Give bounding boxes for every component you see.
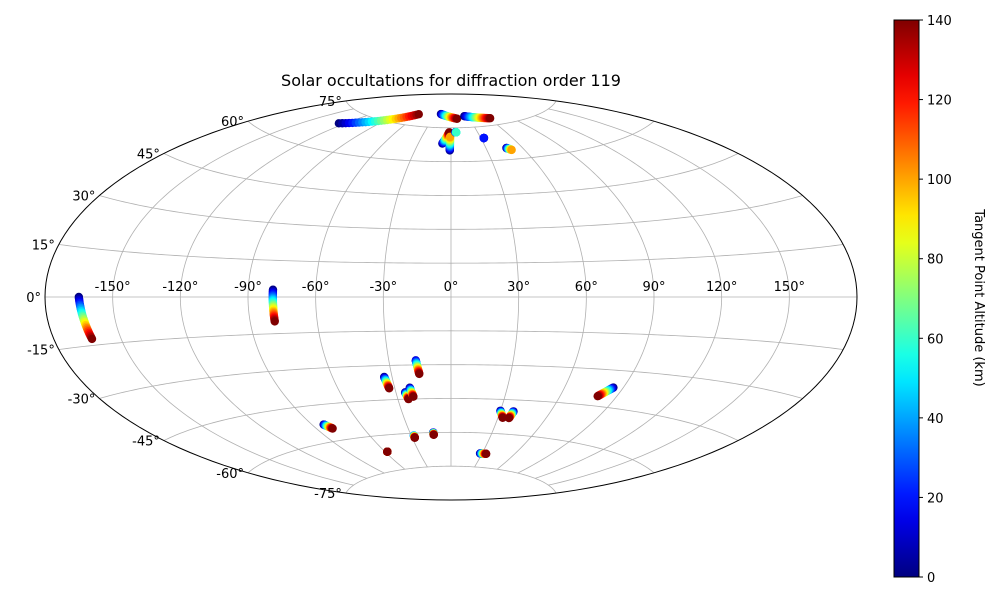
x-tick-label: 150° <box>774 280 805 295</box>
colorbar-tick-label: 80 <box>927 253 944 268</box>
data-point <box>479 133 489 143</box>
parallel-line <box>163 398 739 441</box>
colorbar-tick-label: 40 <box>927 412 944 427</box>
map-outline <box>44 93 858 501</box>
data-point <box>452 114 462 123</box>
data-point <box>384 384 394 393</box>
x-tick-label: 90° <box>642 280 665 295</box>
y-tick-label: 75° <box>319 95 342 110</box>
parallel-line <box>345 100 557 129</box>
x-tick-label: 60° <box>575 280 598 295</box>
parallel-line <box>163 153 739 196</box>
colorbar-tick-label: 0 <box>927 571 935 586</box>
parallel-line <box>58 244 844 264</box>
colorbar <box>893 19 920 578</box>
parallel-line <box>99 195 803 230</box>
x-tick-label: -120° <box>162 280 198 295</box>
data-point <box>328 424 337 433</box>
data-point <box>593 391 602 401</box>
x-tick-label: -30° <box>369 280 397 295</box>
data-points <box>74 109 618 459</box>
data-point <box>383 447 392 456</box>
y-tick-label: -30° <box>68 393 96 408</box>
data-point <box>482 449 491 459</box>
data-point <box>409 392 418 401</box>
x-tick-label: -90° <box>234 280 262 295</box>
colorbar-label: Tangent Point Altitude (km) <box>971 208 986 386</box>
y-tick-label: -15° <box>27 344 55 359</box>
parallel-line <box>247 120 655 163</box>
colorbar-ticks: 0 20 40 60 80 100 120 140 <box>919 14 952 586</box>
x-tick-label: 30° <box>507 280 530 295</box>
parallel-line <box>99 364 803 399</box>
y-tick-label: 15° <box>32 238 55 253</box>
y-tick-label: 30° <box>72 190 95 205</box>
data-point <box>414 110 423 119</box>
parallel-line <box>345 465 557 494</box>
colorbar-tick-label: 140 <box>927 14 952 29</box>
data-point <box>415 369 424 379</box>
colorbar-tick-label: 20 <box>927 491 944 506</box>
data-point <box>87 334 97 344</box>
data-point <box>452 128 461 137</box>
axis-tick-labels: -150° -120° -90° -60° -30° 0° 30° 60° 90° 120° 150… <box>26 95 805 502</box>
data-point <box>270 317 279 326</box>
colorbar-tick-label: 100 <box>927 173 952 188</box>
x-tick-label: 0° <box>444 280 459 295</box>
x-tick-label: 120° <box>706 280 737 295</box>
parallel-line <box>58 330 844 350</box>
y-tick-label: 0° <box>26 291 41 306</box>
data-point <box>504 413 514 423</box>
data-point <box>410 433 419 442</box>
y-tick-label: 45° <box>137 147 160 162</box>
y-tick-label: -45° <box>132 435 160 450</box>
chart-title: Solar occultations for diffraction order… <box>281 71 621 90</box>
data-point <box>507 145 516 155</box>
x-tick-label: -60° <box>302 280 330 295</box>
data-point <box>498 413 507 422</box>
data-point <box>485 114 495 123</box>
colorbar-tick-label: 60 <box>927 332 944 347</box>
y-tick-label: -60° <box>216 467 244 482</box>
y-tick-label: -75° <box>314 487 342 502</box>
x-tick-label: -150° <box>95 280 131 295</box>
graticule <box>45 100 857 494</box>
data-point <box>429 430 438 439</box>
parallel-line <box>247 431 655 474</box>
colorbar-tick-label: 120 <box>927 94 952 109</box>
y-tick-label: 60° <box>221 115 244 130</box>
